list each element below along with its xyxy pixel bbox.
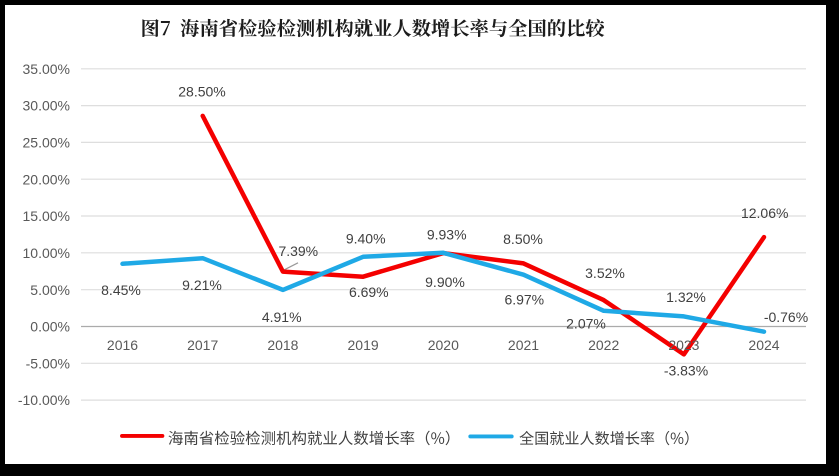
svg-text:4.91%: 4.91% (262, 309, 302, 325)
svg-text:10.00%: 10.00% (23, 245, 70, 261)
svg-text:6.97%: 6.97% (504, 291, 544, 307)
svg-text:2016: 2016 (107, 337, 138, 353)
svg-text:8.50%: 8.50% (503, 231, 543, 247)
svg-text:-5.00%: -5.00% (26, 355, 70, 371)
svg-text:25.00%: 25.00% (23, 135, 70, 151)
svg-text:30.00%: 30.00% (23, 98, 70, 114)
svg-text:0.00%: 0.00% (30, 319, 70, 335)
svg-text:2018: 2018 (267, 337, 298, 353)
svg-text:7.39%: 7.39% (278, 243, 318, 259)
svg-text:12.06%: 12.06% (741, 205, 788, 221)
svg-text:-3.83%: -3.83% (664, 363, 708, 379)
svg-text:20.00%: 20.00% (23, 171, 70, 187)
svg-text:3.52%: 3.52% (585, 265, 625, 281)
svg-text:9.21%: 9.21% (182, 277, 222, 293)
svg-text:15.00%: 15.00% (23, 208, 70, 224)
svg-text:2019: 2019 (348, 337, 379, 353)
svg-text:2021: 2021 (508, 337, 539, 353)
svg-text:9.93%: 9.93% (427, 227, 467, 243)
svg-text:8.45%: 8.45% (101, 282, 141, 298)
svg-text:5.00%: 5.00% (30, 282, 70, 298)
svg-text:2023: 2023 (668, 337, 699, 353)
svg-text:9.40%: 9.40% (346, 230, 386, 246)
svg-text:2024: 2024 (748, 337, 779, 353)
svg-text:2017: 2017 (187, 337, 218, 353)
svg-text:2022: 2022 (588, 337, 619, 353)
svg-text:2.07%: 2.07% (566, 316, 606, 332)
svg-text:-10.00%: -10.00% (18, 392, 70, 408)
svg-text:28.50%: 28.50% (178, 84, 225, 100)
svg-text:9.90%: 9.90% (425, 274, 465, 290)
svg-text:6.69%: 6.69% (349, 284, 389, 300)
svg-text:-0.76%: -0.76% (764, 309, 808, 325)
svg-text:35.00%: 35.00% (23, 61, 70, 77)
svg-text:1.32%: 1.32% (666, 289, 706, 305)
svg-text:2020: 2020 (428, 337, 459, 353)
